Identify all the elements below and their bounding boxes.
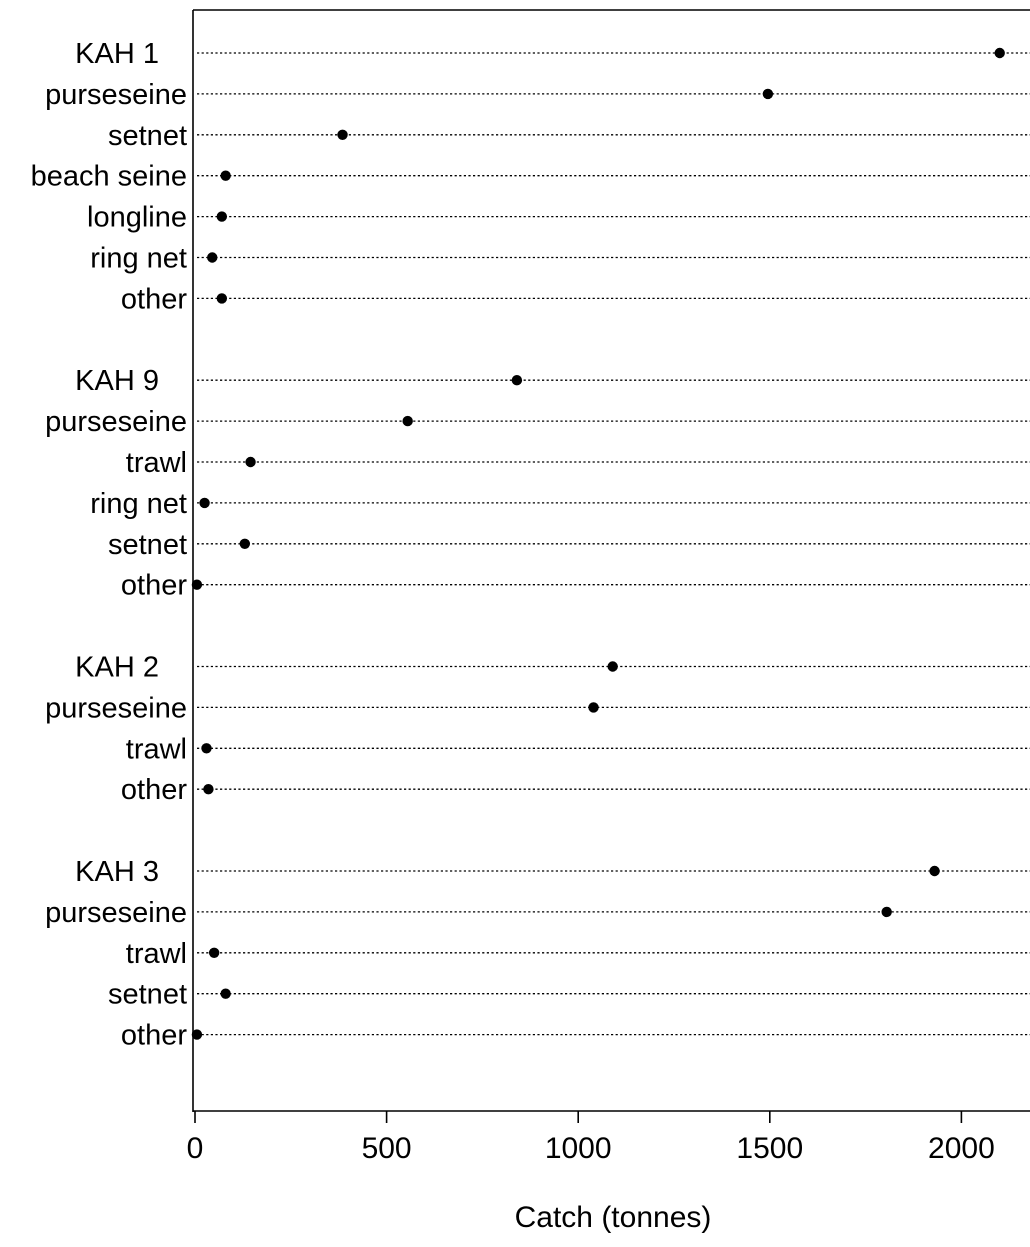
category-label: trawl [126,447,187,479]
data-point [203,784,214,795]
category-label: purseseine [45,692,187,724]
x-tick-label: 0 [187,1132,204,1165]
x-axis-title: Catch (tonnes) [515,1201,712,1234]
group-label: KAH 3 [75,856,159,888]
data-point [239,538,251,549]
category-label: setnet [108,120,187,152]
data-point [201,743,212,754]
data-point [220,170,231,181]
data-point [607,661,618,672]
data-point [208,947,220,958]
x-tick-label: 2000 [928,1132,995,1165]
category-label: ring net [90,243,187,275]
data-point [337,129,348,140]
data-point [929,865,940,877]
data-point [220,988,231,999]
data-point [191,1029,203,1040]
data-point [191,579,203,590]
category-label: longline [87,202,187,234]
category-label: other [121,1020,187,1052]
data-point [402,415,413,427]
x-tick-label: 500 [362,1132,412,1165]
x-tick-label: 1000 [545,1132,612,1165]
data-point [511,375,523,386]
group-label: KAH 9 [75,365,159,397]
data-point [588,702,599,713]
axes [192,9,1030,1112]
x-axis-ticks: 0 500 1000 1500 2000 [187,1111,995,1165]
category-label: purseseine [45,897,187,929]
category-label: setnet [108,529,187,561]
category-label: purseseine [45,406,187,438]
category-label: trawl [126,938,187,970]
category-label: setnet [108,979,187,1011]
data-point [207,252,218,263]
data-point [762,88,774,100]
category-label: beach seine [31,161,187,193]
data-point [245,456,256,468]
category-labels: KAH 1 purseseine setnet beach seine longline… [31,38,188,1052]
category-label: purseseine [45,79,187,111]
data-point [199,497,210,509]
category-label: other [121,774,187,806]
category-label: ring net [90,488,187,520]
group-label: KAH 2 [75,652,159,684]
category-label: trawl [126,733,187,765]
x-tick-label: 1500 [736,1132,803,1165]
data-point [881,906,892,918]
category-label: other [121,283,187,315]
guide-lines [197,52,1030,1036]
group-label: KAH 1 [75,38,159,70]
data-point [994,47,1005,59]
data-point [216,211,228,222]
category-label: other [121,570,187,602]
data-point [216,293,228,304]
data-points [191,47,1005,1040]
